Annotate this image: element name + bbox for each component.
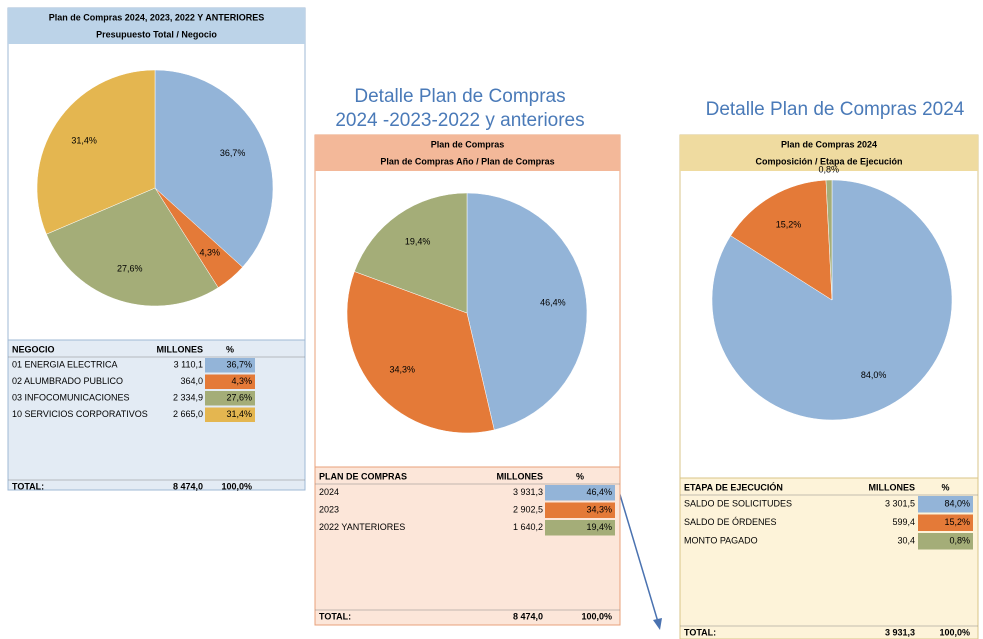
chart-title: Plan de Compras 2024: [781, 139, 877, 149]
pct-cell: [918, 533, 973, 550]
pct-cell: [918, 496, 973, 513]
pie-slice: [730, 179, 833, 301]
panel-header: [680, 135, 978, 171]
total-label: TOTAL:: [684, 627, 716, 637]
pct-cell: [205, 374, 255, 389]
row-millions: 3 110,1: [174, 360, 203, 370]
pie-slice: [154, 69, 274, 268]
row-name: 03 INFOCOMUNICACIONES: [12, 393, 130, 403]
row-pct: 0,8%: [949, 536, 970, 546]
table-header: %: [576, 471, 584, 481]
total-pct: 100,0%: [581, 611, 612, 621]
pct-cell: [545, 502, 615, 518]
row-millions: 30,4: [897, 536, 915, 546]
slice-label: 27,6%: [117, 264, 143, 274]
row-millions: 3 301,5: [885, 499, 915, 509]
slice-label: 19,4%: [405, 237, 431, 247]
row-millions: 3 931,3: [513, 487, 543, 497]
row-pct: 4,3%: [231, 376, 252, 386]
panel-header: [8, 8, 305, 44]
row-millions: 2 665,0: [173, 409, 203, 419]
chart-title: Plan de Compras 2024, 2023, 2022 Y ANTER…: [49, 12, 264, 22]
pct-cell: [205, 407, 255, 422]
pct-cell: [545, 520, 615, 536]
table-bg: [7, 339, 306, 491]
table-header: ETAPA DE EJECUCIÓN: [684, 481, 783, 492]
pie-slice: [346, 271, 495, 434]
arrow: [617, 487, 659, 623]
row-name: SALDO DE ÓRDENES: [684, 517, 777, 527]
pie-slice: [354, 192, 468, 314]
row-pct: 34,3%: [586, 505, 612, 515]
pct-cell: [918, 514, 973, 531]
row-millions: 364,0: [180, 376, 203, 386]
row-name: 02 ALUMBRADO PUBLICO: [12, 376, 123, 386]
row-millions: 1 640,2: [513, 522, 543, 532]
row-pct: 31,4%: [226, 409, 252, 419]
table-header: MILLONES: [497, 471, 544, 481]
heading: Detalle Plan de Compras: [354, 86, 565, 107]
total-pct: 100,0%: [221, 481, 252, 491]
pie-slice: [466, 192, 588, 431]
heading: Detalle Plan de Compras 2024: [706, 99, 965, 120]
pie-slice: [46, 187, 219, 307]
pct-cell: [205, 358, 255, 373]
table-header: MILLONES: [869, 482, 916, 492]
row-name: 2023: [319, 505, 339, 515]
chart-subtitle: Plan de Compras Año / Plan de Compras: [380, 156, 554, 166]
pct-cell: [545, 485, 615, 501]
total-label: TOTAL:: [319, 611, 351, 621]
row-name: 2022 YANTERIORES: [319, 522, 405, 532]
slice-label: 34,3%: [389, 365, 415, 375]
chart-subtitle: Composición / Etapa de Ejecución: [755, 156, 902, 166]
row-name: MONTO PAGADO: [684, 536, 758, 546]
slice-label: 31,4%: [71, 136, 97, 146]
pie-slice: [36, 69, 156, 235]
slice-label: 84,0%: [861, 370, 887, 380]
table-header: %: [941, 482, 949, 492]
row-pct: 19,4%: [586, 522, 612, 532]
total-label: TOTAL:: [12, 481, 44, 491]
slice-label: 36,7%: [220, 148, 246, 158]
row-pct: 36,7%: [226, 360, 252, 370]
total-millions: 8 474,0: [173, 481, 203, 491]
heading: 2024 -2023-2022 y anteriores: [335, 110, 584, 131]
row-name: 01 ENERGIA ELECTRICA: [12, 360, 118, 370]
row-pct: 46,4%: [586, 487, 612, 497]
row-pct: 27,6%: [226, 393, 252, 403]
row-millions: 599,4: [892, 517, 915, 527]
slice-label: 0,8%: [818, 164, 839, 174]
pct-cell: [205, 391, 255, 406]
row-name: 2024: [319, 487, 339, 497]
slice-label: 46,4%: [540, 297, 566, 307]
chart-subtitle: Presupuesto Total / Negocio: [96, 29, 217, 39]
row-pct: 15,2%: [944, 517, 970, 527]
total-millions: 3 931,3: [885, 627, 915, 637]
row-millions: 2 902,5: [513, 505, 543, 515]
total-millions: 8 474,0: [513, 611, 543, 621]
table-header: PLAN DE COMPRAS: [319, 471, 407, 481]
arrow-head: [653, 618, 662, 630]
table-header: MILLONES: [157, 344, 204, 354]
panel-header: [315, 135, 620, 171]
pie-slice: [825, 179, 833, 301]
row-millions: 2 334,9: [173, 393, 203, 403]
row-name: SALDO DE SOLICITUDES: [684, 499, 792, 509]
slice-label: 4,3%: [200, 247, 221, 257]
table-header: NEGOCIO: [12, 344, 55, 354]
row-name: 10 SERVICIOS CORPORATIVOS: [12, 409, 148, 419]
table-header: %: [226, 344, 234, 354]
row-pct: 84,0%: [944, 499, 970, 509]
slice-label: 15,2%: [776, 220, 802, 230]
total-pct: 100,0%: [939, 627, 970, 637]
chart-title: Plan de Compras: [431, 139, 505, 149]
